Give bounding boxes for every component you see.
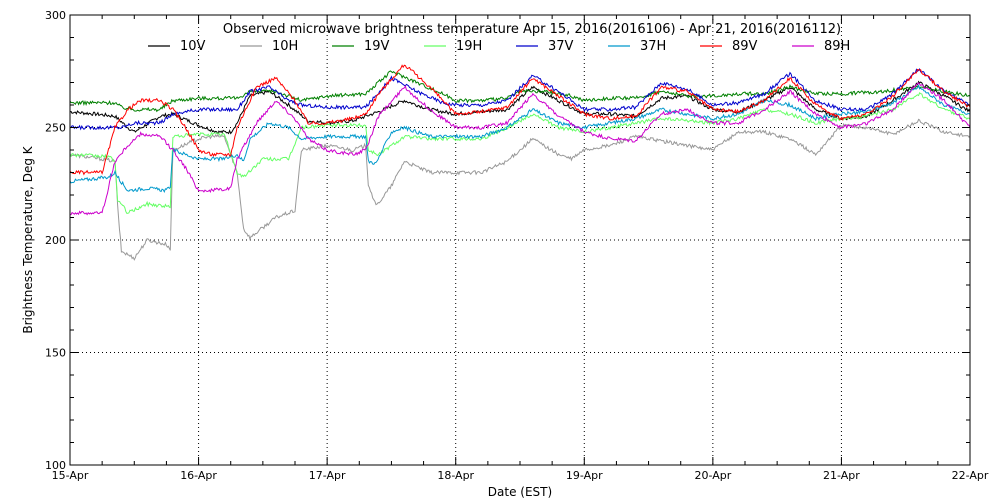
series-line-10v	[69, 80, 971, 135]
legend-label-89v: 89V	[732, 39, 758, 54]
y-tick-label: 300	[45, 9, 66, 22]
series-line-37v	[69, 67, 971, 131]
y-axis-title: Brightness Temperature, Deg K	[21, 145, 35, 333]
series-line-89v	[69, 64, 971, 176]
series-line-89h	[69, 82, 971, 216]
x-tick-label: 15-Apr	[52, 469, 89, 482]
series-layer	[69, 64, 971, 261]
legend-label-10h: 10H	[272, 39, 298, 54]
x-tick-label: 16-Apr	[180, 469, 217, 482]
grid-layer	[70, 15, 970, 465]
x-tick-label: 21-Apr	[823, 469, 860, 482]
legend-label-37v: 37V	[548, 39, 574, 54]
legend: 10V 10H 19V 19H 37V 37H 89V 89H	[148, 39, 850, 54]
legend-label-89h: 89H	[824, 39, 850, 54]
x-tick-label: 20-Apr	[694, 469, 731, 482]
x-tick-label: 19-Apr	[566, 469, 603, 482]
x-tick-label: 22-Apr	[952, 469, 989, 482]
label-layer: 15-Apr 16-Apr 17-Apr 18-Apr 19-Apr 20-Apr 21-A…	[45, 9, 989, 482]
y-tick-label: 150	[45, 347, 66, 360]
legend-label-19h: 19H	[456, 39, 482, 54]
legend-label-10v: 10V	[180, 39, 206, 54]
chart-title: Observed microwave brightness temperatur…	[223, 22, 841, 37]
x-tick-label: 17-Apr	[309, 469, 346, 482]
series-line-19v	[69, 70, 971, 113]
series-line-10h	[69, 118, 971, 261]
y-tick-label: 200	[45, 234, 66, 247]
y-tick-label: 100	[45, 459, 66, 472]
series-line-19h	[69, 91, 971, 214]
x-tick-label: 18-Apr	[437, 469, 474, 482]
x-axis-title: Date (EST)	[488, 485, 552, 499]
tick-layer	[69, 14, 971, 466]
series-line-37h	[69, 84, 971, 194]
y-tick-label: 250	[45, 122, 66, 135]
legend-label-19v: 19V	[364, 39, 390, 54]
legend-label-37h: 37H	[640, 39, 666, 54]
